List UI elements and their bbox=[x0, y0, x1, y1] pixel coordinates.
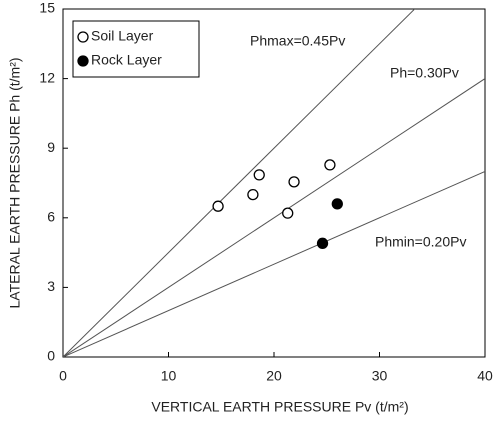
ratio-line bbox=[63, 78, 485, 357]
point bbox=[316, 237, 329, 249]
x-tick-label: 20 bbox=[266, 368, 282, 384]
y-axis-label: LATERAL EARTH PRESSURE Ph (t/m²) bbox=[7, 57, 23, 308]
point bbox=[288, 176, 300, 188]
y-tick-label: 6 bbox=[47, 209, 55, 225]
ratio-line bbox=[63, 170, 485, 357]
y-tick-label: 12 bbox=[39, 69, 55, 85]
lines-group bbox=[63, 9, 485, 357]
point bbox=[331, 198, 343, 210]
line-label: Ph=0.30Pv bbox=[390, 65, 459, 81]
point bbox=[324, 159, 336, 171]
x-tick-label: 40 bbox=[477, 368, 493, 384]
point bbox=[212, 200, 224, 212]
point bbox=[282, 207, 294, 219]
legend-marker bbox=[77, 31, 89, 43]
ratio-line bbox=[63, 9, 416, 357]
legend-label: Rock Layer bbox=[91, 52, 162, 68]
point bbox=[247, 188, 259, 201]
legend-label: Soil Layer bbox=[91, 28, 154, 44]
y-tick-label: 3 bbox=[47, 278, 55, 294]
y-tick-label: 15 bbox=[39, 0, 55, 16]
line-label: Phmax=0.45Pv bbox=[250, 33, 345, 49]
line-label: Phmin=0.20Pv bbox=[375, 234, 466, 250]
legend-marker bbox=[77, 55, 89, 67]
y-tick-label: 0 bbox=[47, 348, 55, 364]
x-axis-label: VERTICAL EARTH PRESSURE Pv (t/m²) bbox=[151, 399, 408, 415]
x-tick-label: 30 bbox=[372, 368, 388, 384]
x-tick-label: 0 bbox=[59, 368, 67, 384]
y-tick-label: 9 bbox=[47, 139, 55, 155]
x-tick-label: 10 bbox=[161, 368, 177, 384]
legend-box bbox=[72, 20, 200, 78]
point bbox=[253, 169, 265, 181]
